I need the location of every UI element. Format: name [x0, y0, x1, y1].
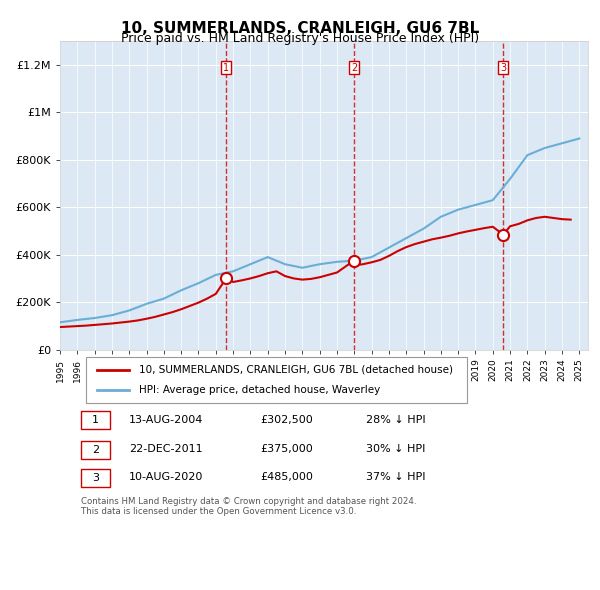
Text: 22-DEC-2011: 22-DEC-2011	[128, 444, 202, 454]
Text: 10-AUG-2020: 10-AUG-2020	[128, 472, 203, 482]
Text: 1: 1	[223, 63, 230, 73]
Text: £485,000: £485,000	[260, 472, 314, 482]
Text: 3: 3	[92, 473, 99, 483]
FancyBboxPatch shape	[86, 356, 467, 403]
Text: Price paid vs. HM Land Registry's House Price Index (HPI): Price paid vs. HM Land Registry's House …	[121, 32, 479, 45]
Text: 3: 3	[500, 63, 506, 73]
Text: 2: 2	[351, 63, 357, 73]
FancyBboxPatch shape	[81, 468, 110, 487]
Text: 37% ↓ HPI: 37% ↓ HPI	[366, 472, 426, 482]
Text: 28% ↓ HPI: 28% ↓ HPI	[366, 415, 426, 425]
Text: 10, SUMMERLANDS, CRANLEIGH, GU6 7BL (detached house): 10, SUMMERLANDS, CRANLEIGH, GU6 7BL (det…	[139, 365, 453, 375]
Text: 2: 2	[92, 445, 99, 455]
Text: 30% ↓ HPI: 30% ↓ HPI	[366, 444, 425, 454]
FancyBboxPatch shape	[81, 441, 110, 459]
Text: £302,500: £302,500	[260, 415, 313, 425]
Text: 10, SUMMERLANDS, CRANLEIGH, GU6 7BL: 10, SUMMERLANDS, CRANLEIGH, GU6 7BL	[121, 21, 479, 35]
FancyBboxPatch shape	[81, 411, 110, 430]
Text: HPI: Average price, detached house, Waverley: HPI: Average price, detached house, Wave…	[139, 385, 380, 395]
Text: 1: 1	[92, 415, 99, 425]
Text: £375,000: £375,000	[260, 444, 313, 454]
Text: 13-AUG-2004: 13-AUG-2004	[128, 415, 203, 425]
Text: Contains HM Land Registry data © Crown copyright and database right 2024.
This d: Contains HM Land Registry data © Crown c…	[81, 497, 416, 516]
